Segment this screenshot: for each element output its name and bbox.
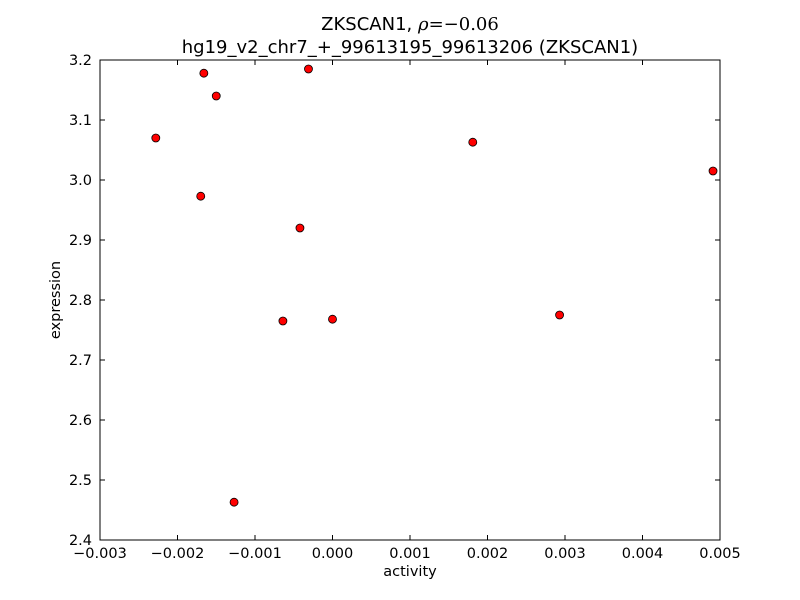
y-tick-label: 2.4 bbox=[69, 533, 92, 549]
scatter-point bbox=[151, 133, 161, 143]
plot-area bbox=[100, 60, 720, 540]
scatter-point bbox=[295, 223, 305, 233]
scatter-point bbox=[328, 314, 337, 324]
x-tick-label: 0.002 bbox=[467, 546, 509, 562]
scatter-point bbox=[211, 91, 221, 101]
x-tick-label: −0.001 bbox=[228, 546, 282, 562]
plot-background bbox=[100, 60, 720, 540]
title-rho-symbol: ρ bbox=[417, 14, 429, 35]
title-gene-name: ZKSCAN1, bbox=[321, 14, 418, 35]
axis-ticks: −0.003 −0.002 −0.001 0.000 0.001 0.002 0.003 0.… bbox=[69, 53, 741, 562]
y-tick-label: 3.1 bbox=[69, 113, 92, 129]
plot-frame bbox=[99, 59, 721, 541]
y-tick-label: 2.7 bbox=[69, 353, 92, 369]
x-tick-label: −0.003 bbox=[73, 546, 127, 562]
title-rho-value: =−0.06 bbox=[429, 14, 499, 35]
y-tick-label: 3.0 bbox=[69, 173, 92, 189]
x-tick-label: 0.004 bbox=[622, 546, 664, 562]
y-tick-label: 3.2 bbox=[69, 53, 92, 69]
x-tick-label: 0.001 bbox=[389, 546, 431, 562]
y-tick-label: 2.5 bbox=[69, 473, 92, 489]
x-tick-label: 0.000 bbox=[312, 546, 354, 562]
scatter-point bbox=[555, 310, 564, 320]
scatter-point bbox=[468, 137, 478, 147]
scatter-point bbox=[229, 497, 239, 507]
scatter-point bbox=[196, 191, 206, 201]
y-tick-label: 2.8 bbox=[69, 293, 92, 309]
x-tick-label: 0.003 bbox=[544, 546, 586, 562]
y-tick-label: 2.6 bbox=[69, 413, 92, 429]
scatter-point bbox=[304, 64, 313, 74]
x-tick-label: −0.002 bbox=[151, 546, 205, 562]
x-tick-label: 0.005 bbox=[699, 546, 741, 562]
data-points bbox=[151, 64, 718, 507]
scatter-point bbox=[708, 166, 718, 176]
y-axis-label: expression bbox=[48, 261, 64, 339]
scatter-point bbox=[199, 68, 209, 78]
chart-title-line1: ZKSCAN1, ρ=−0.06 bbox=[321, 14, 499, 35]
y-tick-label: 2.9 bbox=[69, 233, 92, 249]
scatter-point bbox=[278, 316, 288, 326]
x-axis-label: activity bbox=[383, 564, 437, 580]
chart-title-line2: hg19_v2_chr7_+_99613195_99613206 (ZKSCAN… bbox=[182, 37, 638, 58]
